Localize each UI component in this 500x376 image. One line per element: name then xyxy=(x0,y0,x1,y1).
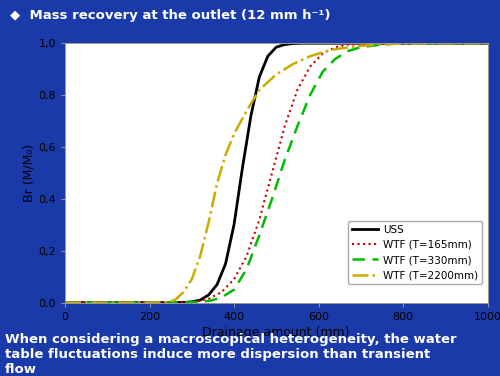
WTF (T=330mm) xyxy=(345,49,351,53)
WTF (T=330mm) xyxy=(307,93,313,97)
USS xyxy=(248,114,254,118)
USS xyxy=(168,300,173,305)
WTF (T=2200mm) xyxy=(214,181,220,186)
WTF (T=165mm) xyxy=(231,277,237,282)
WTF (T=165mm) xyxy=(442,41,448,45)
WTF (T=165mm) xyxy=(332,45,338,49)
WTF (T=165mm) xyxy=(193,299,199,304)
USS xyxy=(83,300,89,305)
WTF (T=2200mm) xyxy=(206,220,212,224)
USS xyxy=(484,41,490,45)
Text: ◆  Mass recovery at the outlet (12 mm h⁻¹): ◆ Mass recovery at the outlet (12 mm h⁻¹… xyxy=(10,9,330,23)
Legend: USS, WTF (T=165mm), WTF (T=330mm), WTF (T=2200mm): USS, WTF (T=165mm), WTF (T=330mm), WTF (… xyxy=(348,221,482,285)
USS xyxy=(358,41,364,45)
Y-axis label: Br (M/M₀): Br (M/M₀) xyxy=(22,144,36,202)
USS xyxy=(222,262,228,266)
WTF (T=165mm) xyxy=(345,42,351,47)
Line: WTF (T=330mm): WTF (T=330mm) xyxy=(65,43,488,303)
WTF (T=330mm) xyxy=(332,56,338,61)
WTF (T=330mm) xyxy=(320,70,326,74)
WTF (T=165mm) xyxy=(146,300,152,305)
USS xyxy=(189,300,195,304)
WTF (T=165mm) xyxy=(218,290,224,294)
WTF (T=2200mm) xyxy=(358,44,364,48)
WTF (T=2200mm) xyxy=(172,298,178,302)
WTF (T=330mm) xyxy=(208,298,214,303)
WTF (T=330mm) xyxy=(104,300,110,305)
USS xyxy=(265,54,271,58)
WTF (T=330mm) xyxy=(146,300,152,305)
USS xyxy=(126,300,132,305)
USS xyxy=(231,223,237,227)
WTF (T=330mm) xyxy=(282,158,288,162)
WTF (T=330mm) xyxy=(400,41,406,45)
USS xyxy=(197,298,203,302)
WTF (T=330mm) xyxy=(244,267,250,271)
USS xyxy=(256,75,262,79)
WTF (T=165mm) xyxy=(256,217,262,222)
WTF (T=2200mm) xyxy=(189,277,195,282)
WTF (T=2200mm) xyxy=(484,41,490,45)
X-axis label: Drainage amount (mm): Drainage amount (mm) xyxy=(202,326,350,339)
WTF (T=2200mm) xyxy=(328,47,334,52)
WTF (T=330mm) xyxy=(231,287,237,292)
WTF (T=165mm) xyxy=(320,52,326,56)
USS xyxy=(62,300,68,305)
WTF (T=330mm) xyxy=(184,300,190,305)
WTF (T=330mm) xyxy=(256,233,262,238)
WTF (T=165mm) xyxy=(206,297,212,301)
USS xyxy=(180,300,186,305)
WTF (T=2200mm) xyxy=(273,72,279,77)
USS xyxy=(214,282,220,287)
USS xyxy=(273,45,279,49)
USS xyxy=(290,41,296,46)
WTF (T=330mm) xyxy=(484,41,490,45)
WTF (T=330mm) xyxy=(197,300,203,304)
USS xyxy=(206,293,212,297)
USS xyxy=(104,300,110,305)
WTF (T=2200mm) xyxy=(62,300,68,305)
WTF (T=330mm) xyxy=(294,124,300,129)
WTF (T=165mm) xyxy=(180,300,186,305)
WTF (T=165mm) xyxy=(62,300,68,305)
Line: WTF (T=165mm): WTF (T=165mm) xyxy=(65,43,488,303)
WTF (T=2200mm) xyxy=(222,153,228,157)
USS xyxy=(146,300,152,305)
WTF (T=330mm) xyxy=(379,42,385,47)
WTF (T=2200mm) xyxy=(231,132,237,136)
WTF (T=2200mm) xyxy=(307,54,313,58)
WTF (T=330mm) xyxy=(358,45,364,49)
WTF (T=2200mm) xyxy=(164,300,170,305)
Text: When considering a macroscopical heterogeneity, the water
table fluctuations ind: When considering a macroscopical heterog… xyxy=(5,333,456,376)
WTF (T=165mm) xyxy=(104,300,110,305)
WTF (T=2200mm) xyxy=(256,88,262,92)
USS xyxy=(316,41,322,45)
WTF (T=2200mm) xyxy=(180,290,186,294)
WTF (T=165mm) xyxy=(269,171,275,175)
USS xyxy=(298,41,304,45)
WTF (T=165mm) xyxy=(244,254,250,258)
WTF (T=2200mm) xyxy=(392,41,398,46)
WTF (T=330mm) xyxy=(269,197,275,201)
WTF (T=2200mm) xyxy=(442,41,448,45)
WTF (T=330mm) xyxy=(218,295,224,300)
WTF (T=165mm) xyxy=(307,64,313,69)
WTF (T=330mm) xyxy=(62,300,68,305)
USS xyxy=(400,41,406,45)
USS xyxy=(240,165,246,170)
Line: WTF (T=2200mm): WTF (T=2200mm) xyxy=(65,43,488,303)
USS xyxy=(442,41,448,45)
WTF (T=2200mm) xyxy=(197,254,203,258)
WTF (T=2200mm) xyxy=(146,300,152,305)
WTF (T=165mm) xyxy=(294,88,300,92)
WTF (T=330mm) xyxy=(442,41,448,45)
WTF (T=165mm) xyxy=(379,41,385,45)
WTF (T=2200mm) xyxy=(104,300,110,305)
WTF (T=2200mm) xyxy=(290,62,296,66)
WTF (T=165mm) xyxy=(282,124,288,129)
Line: USS: USS xyxy=(65,43,488,303)
WTF (T=2200mm) xyxy=(244,108,250,113)
WTF (T=165mm) xyxy=(484,41,490,45)
USS xyxy=(282,42,288,47)
